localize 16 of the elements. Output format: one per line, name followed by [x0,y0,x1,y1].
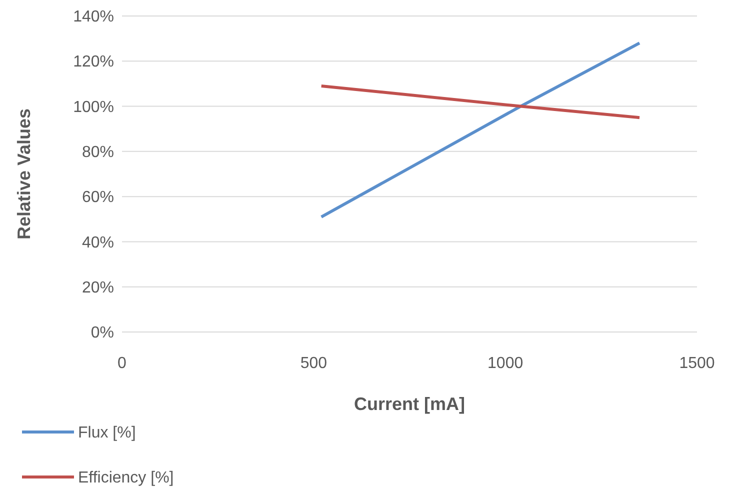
x-tick-label: 1500 [679,355,715,372]
y-tick-label: 0% [90,324,114,342]
x-axis-title: Current [mA] [354,394,465,414]
legend-label: Efficiency [%] [78,470,174,487]
x-tick-label: 500 [300,355,328,372]
x-tick-label: 1000 [488,355,524,372]
y-tick-label: 120% [73,54,114,71]
y-tick-label: 140% [73,8,114,26]
legend-label: Flux [%] [78,424,136,442]
x-tick-label: 0 [118,355,127,372]
y-axis-title: Relative Values [14,108,34,240]
y-tick-label: 60% [82,189,114,206]
y-tick-label: 100% [73,98,114,116]
y-tick-label: 80% [82,144,114,162]
y-tick-label: 20% [82,279,114,296]
y-tick-label: 40% [82,234,114,252]
